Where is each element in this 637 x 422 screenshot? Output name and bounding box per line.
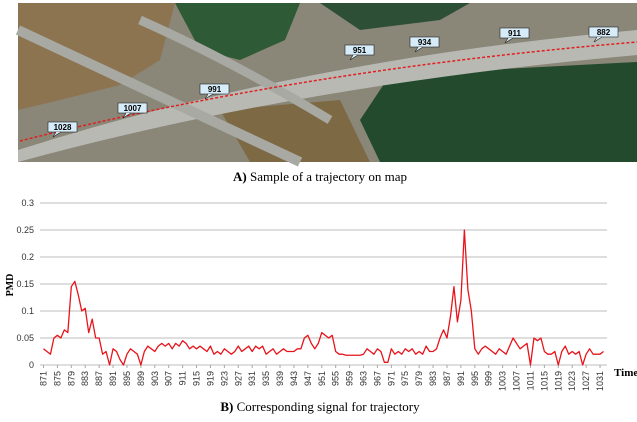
map-caption: A) Sample of a trajectory on map [233,169,407,184]
label-pointer [204,93,214,100]
x-axis-label: Time [614,367,637,379]
x-tick-label: 955 [331,371,341,386]
x-tick-label: 951 [317,371,327,386]
y-tick-label: 0.1 [21,306,34,316]
x-tick-label: 1011 [525,371,535,390]
x-tick-label: 1023 [567,371,577,391]
x-tick-label: 999 [484,371,494,386]
y-axis-label: PMD [5,274,16,297]
river [18,3,175,110]
label-box [409,36,440,48]
map-label: 991 [208,85,222,94]
label-pointer [593,36,603,43]
x-tick-label: 927 [233,371,243,386]
x-tick-label: 979 [414,371,424,386]
x-tick-label: 899 [136,371,146,386]
aerial-map [15,3,637,167]
map-label: 934 [418,38,432,47]
label-box [117,102,148,114]
caption-text: Corresponding signal for trajectory [237,399,421,414]
map-label: 882 [597,28,611,37]
x-tick-label: 971 [386,371,396,386]
x-tick-label: 947 [303,371,313,386]
label-box [199,83,230,95]
caption-text: Sample of a trajectory on map [250,169,407,184]
label-box [499,27,530,39]
road [138,15,333,124]
x-tick-label: 887 [94,371,104,386]
y-tick-label: 0.2 [21,252,34,262]
x-tick-label: 923 [219,371,229,386]
label-pointer [414,46,424,53]
label-pointer [52,131,62,138]
x-tick-label: 1019 [553,371,563,391]
x-tick-label: 1007 [512,371,522,391]
x-tick-label: 963 [359,371,369,386]
x-tick-label: 907 [164,371,174,386]
y-tick-label: 0.3 [21,198,34,208]
y-tick-label: 0.25 [16,225,34,235]
map-label: 1028 [54,123,72,132]
y-tick-label: 0.05 [16,333,34,343]
x-tick-label: 975 [400,371,410,386]
map-label: 1007 [124,104,142,113]
x-tick-label: 919 [205,371,215,386]
map-label: 951 [353,46,367,55]
x-tick-label: 915 [192,371,202,386]
data-line [43,229,604,366]
x-tick-label: 935 [261,371,271,386]
x-tick-label: 1003 [498,371,508,391]
label-pointer [122,112,132,119]
x-tick-label: 991 [456,371,466,386]
label-box [47,121,78,133]
x-tick-label: 931 [247,371,257,386]
caption-label: B) [220,399,233,414]
x-tick-label: 943 [289,371,299,386]
road [15,25,303,167]
x-tick-label: 939 [275,371,285,386]
y-tick-label: 0 [29,360,34,370]
highway [18,30,637,162]
x-tick-label: 871 [38,371,48,386]
x-tick-label: 875 [52,371,62,386]
x-tick-label: 879 [66,371,76,386]
x-tick-label: 895 [122,371,132,386]
map-labels: 882 911 934 951 991 1007 1028 [47,26,619,138]
x-tick-label: 911 [178,371,188,385]
chart-caption: B) Corresponding signal for trajectory [220,399,420,414]
map-label: 911 [508,29,521,38]
x-tick-label: 959 [345,371,355,386]
y-tick-label: 0.15 [16,279,34,289]
pond [320,3,470,30]
label-box [344,44,375,56]
x-tick-label: 987 [442,371,452,386]
label-pointer [504,37,514,44]
x-tick-label: 983 [428,371,438,386]
label-pointer [349,54,359,61]
lake [360,62,637,162]
x-tick-label: 995 [470,371,480,386]
label-box [588,26,619,38]
pond [175,3,300,60]
caption-label: A) [233,169,247,184]
x-tick-label: 1015 [539,371,549,391]
trajectory [19,41,637,142]
x-tick-label: 967 [372,371,382,386]
x-tick-label: 903 [150,371,160,386]
x-tick-label: 891 [108,371,118,386]
x-tick-label: 883 [80,371,90,386]
x-tick-label: 1031 [595,371,605,391]
x-tick-label: 1027 [581,371,591,391]
